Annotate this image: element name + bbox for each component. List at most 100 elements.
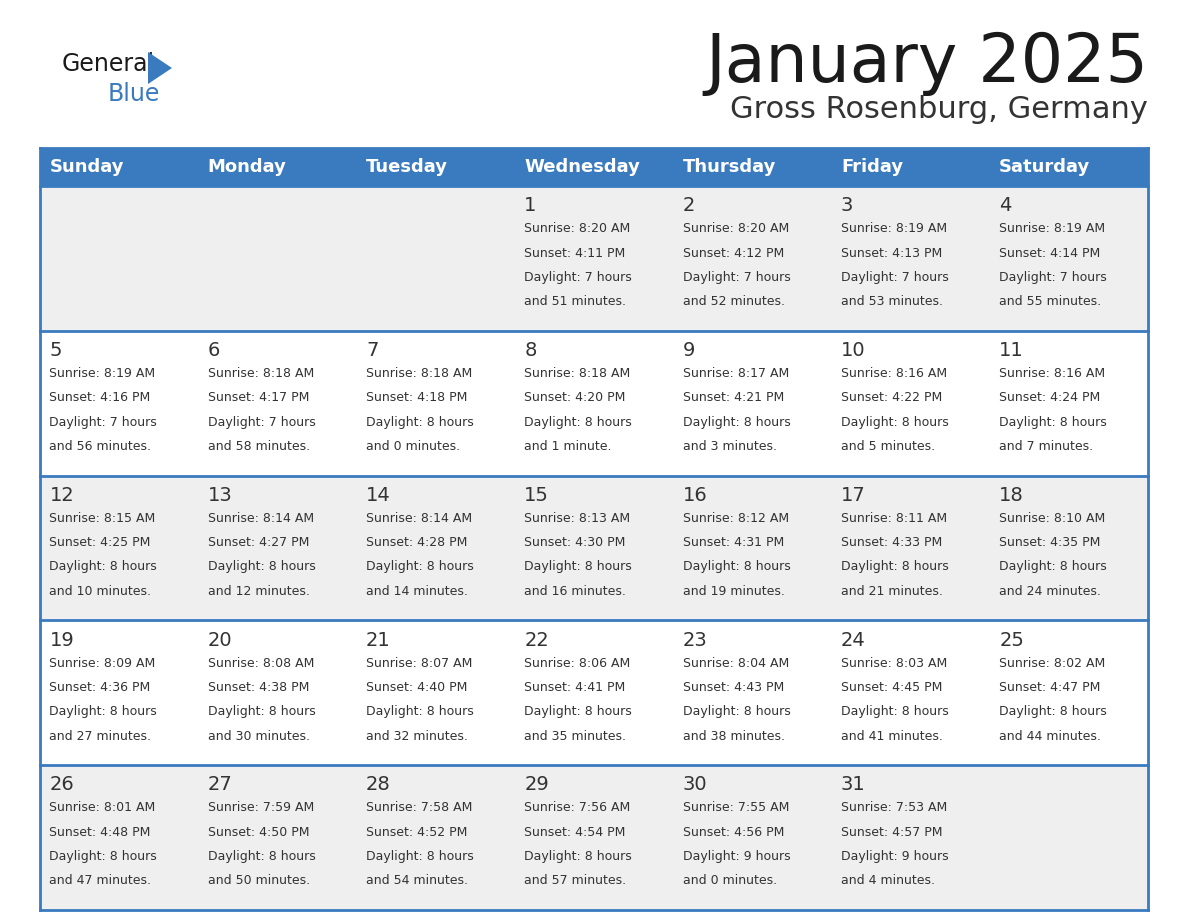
Text: and 16 minutes.: and 16 minutes. bbox=[524, 585, 626, 598]
Text: Sunset: 4:12 PM: Sunset: 4:12 PM bbox=[683, 247, 784, 260]
Text: Daylight: 8 hours: Daylight: 8 hours bbox=[841, 561, 949, 574]
Text: Sunrise: 8:13 AM: Sunrise: 8:13 AM bbox=[524, 512, 631, 525]
Text: Daylight: 8 hours: Daylight: 8 hours bbox=[683, 561, 790, 574]
Text: 6: 6 bbox=[208, 341, 220, 360]
Text: and 19 minutes.: and 19 minutes. bbox=[683, 585, 784, 598]
Text: 3: 3 bbox=[841, 196, 853, 215]
Text: 31: 31 bbox=[841, 776, 866, 794]
FancyBboxPatch shape bbox=[40, 148, 1148, 186]
Text: Sunrise: 8:04 AM: Sunrise: 8:04 AM bbox=[683, 656, 789, 669]
Text: and 24 minutes.: and 24 minutes. bbox=[999, 585, 1101, 598]
Text: Daylight: 8 hours: Daylight: 8 hours bbox=[841, 416, 949, 429]
Text: Sunrise: 8:14 AM: Sunrise: 8:14 AM bbox=[366, 512, 472, 525]
Text: Sunrise: 7:59 AM: Sunrise: 7:59 AM bbox=[208, 801, 314, 814]
Text: and 3 minutes.: and 3 minutes. bbox=[683, 440, 777, 453]
Text: 30: 30 bbox=[683, 776, 707, 794]
Text: Sunset: 4:30 PM: Sunset: 4:30 PM bbox=[524, 536, 626, 549]
Text: Gross Rosenburg, Germany: Gross Rosenburg, Germany bbox=[731, 95, 1148, 124]
Text: Sunrise: 8:19 AM: Sunrise: 8:19 AM bbox=[841, 222, 947, 235]
Text: Blue: Blue bbox=[108, 82, 160, 106]
Text: 17: 17 bbox=[841, 486, 866, 505]
Text: and 44 minutes.: and 44 minutes. bbox=[999, 730, 1101, 743]
Text: Sunrise: 8:16 AM: Sunrise: 8:16 AM bbox=[841, 367, 947, 380]
Text: 24: 24 bbox=[841, 631, 866, 650]
Text: Daylight: 8 hours: Daylight: 8 hours bbox=[524, 850, 632, 863]
Text: Sunset: 4:14 PM: Sunset: 4:14 PM bbox=[999, 247, 1100, 260]
Text: Sunrise: 8:18 AM: Sunrise: 8:18 AM bbox=[208, 367, 314, 380]
FancyBboxPatch shape bbox=[40, 476, 1148, 621]
Text: 22: 22 bbox=[524, 631, 549, 650]
Text: Sunrise: 8:20 AM: Sunrise: 8:20 AM bbox=[683, 222, 789, 235]
Text: and 35 minutes.: and 35 minutes. bbox=[524, 730, 626, 743]
Text: 9: 9 bbox=[683, 341, 695, 360]
Text: Sunrise: 8:07 AM: Sunrise: 8:07 AM bbox=[366, 656, 473, 669]
Text: 10: 10 bbox=[841, 341, 866, 360]
Text: 11: 11 bbox=[999, 341, 1024, 360]
Text: 29: 29 bbox=[524, 776, 549, 794]
Text: Daylight: 7 hours: Daylight: 7 hours bbox=[999, 271, 1107, 284]
Text: Sunset: 4:24 PM: Sunset: 4:24 PM bbox=[999, 391, 1100, 404]
Text: Daylight: 7 hours: Daylight: 7 hours bbox=[841, 271, 949, 284]
Text: and 12 minutes.: and 12 minutes. bbox=[208, 585, 310, 598]
Text: Sunrise: 8:02 AM: Sunrise: 8:02 AM bbox=[999, 656, 1106, 669]
Text: and 4 minutes.: and 4 minutes. bbox=[841, 874, 935, 888]
Text: Sunset: 4:35 PM: Sunset: 4:35 PM bbox=[999, 536, 1100, 549]
Text: and 47 minutes.: and 47 minutes. bbox=[50, 874, 152, 888]
Text: 18: 18 bbox=[999, 486, 1024, 505]
Text: Daylight: 8 hours: Daylight: 8 hours bbox=[208, 705, 316, 718]
Text: Sunset: 4:38 PM: Sunset: 4:38 PM bbox=[208, 681, 309, 694]
Text: 19: 19 bbox=[50, 631, 74, 650]
Text: 28: 28 bbox=[366, 776, 391, 794]
Text: Sunset: 4:13 PM: Sunset: 4:13 PM bbox=[841, 247, 942, 260]
Text: Sunrise: 8:17 AM: Sunrise: 8:17 AM bbox=[683, 367, 789, 380]
Text: Sunset: 4:50 PM: Sunset: 4:50 PM bbox=[208, 825, 309, 839]
Text: 14: 14 bbox=[366, 486, 391, 505]
Text: Wednesday: Wednesday bbox=[524, 158, 640, 176]
Polygon shape bbox=[148, 52, 172, 84]
Text: and 58 minutes.: and 58 minutes. bbox=[208, 440, 310, 453]
Text: 21: 21 bbox=[366, 631, 391, 650]
Text: Sunrise: 8:19 AM: Sunrise: 8:19 AM bbox=[999, 222, 1105, 235]
Text: Daylight: 7 hours: Daylight: 7 hours bbox=[524, 271, 632, 284]
Text: Tuesday: Tuesday bbox=[366, 158, 448, 176]
Text: Sunset: 4:18 PM: Sunset: 4:18 PM bbox=[366, 391, 467, 404]
Text: Daylight: 8 hours: Daylight: 8 hours bbox=[366, 850, 474, 863]
Text: and 30 minutes.: and 30 minutes. bbox=[208, 730, 310, 743]
Text: Sunday: Sunday bbox=[50, 158, 124, 176]
Text: and 0 minutes.: and 0 minutes. bbox=[683, 874, 777, 888]
Text: Sunset: 4:16 PM: Sunset: 4:16 PM bbox=[50, 391, 151, 404]
Text: Monday: Monday bbox=[208, 158, 286, 176]
Text: Sunset: 4:20 PM: Sunset: 4:20 PM bbox=[524, 391, 626, 404]
Text: and 14 minutes.: and 14 minutes. bbox=[366, 585, 468, 598]
Text: and 56 minutes.: and 56 minutes. bbox=[50, 440, 152, 453]
Text: Sunrise: 8:16 AM: Sunrise: 8:16 AM bbox=[999, 367, 1105, 380]
Text: Sunrise: 8:06 AM: Sunrise: 8:06 AM bbox=[524, 656, 631, 669]
Text: Sunrise: 8:11 AM: Sunrise: 8:11 AM bbox=[841, 512, 947, 525]
Text: 15: 15 bbox=[524, 486, 549, 505]
Text: Sunset: 4:22 PM: Sunset: 4:22 PM bbox=[841, 391, 942, 404]
Text: Sunrise: 8:12 AM: Sunrise: 8:12 AM bbox=[683, 512, 789, 525]
Text: 1: 1 bbox=[524, 196, 537, 215]
Text: Thursday: Thursday bbox=[683, 158, 776, 176]
Text: Sunrise: 7:53 AM: Sunrise: 7:53 AM bbox=[841, 801, 947, 814]
Text: Sunrise: 7:56 AM: Sunrise: 7:56 AM bbox=[524, 801, 631, 814]
Text: and 52 minutes.: and 52 minutes. bbox=[683, 296, 784, 308]
Text: Daylight: 8 hours: Daylight: 8 hours bbox=[683, 416, 790, 429]
Text: 12: 12 bbox=[50, 486, 74, 505]
Text: Sunset: 4:17 PM: Sunset: 4:17 PM bbox=[208, 391, 309, 404]
Text: Sunset: 4:45 PM: Sunset: 4:45 PM bbox=[841, 681, 942, 694]
Text: Sunset: 4:33 PM: Sunset: 4:33 PM bbox=[841, 536, 942, 549]
Text: Sunset: 4:56 PM: Sunset: 4:56 PM bbox=[683, 825, 784, 839]
Text: 26: 26 bbox=[50, 776, 74, 794]
Text: Sunrise: 8:01 AM: Sunrise: 8:01 AM bbox=[50, 801, 156, 814]
Text: Daylight: 8 hours: Daylight: 8 hours bbox=[999, 416, 1107, 429]
Text: Daylight: 8 hours: Daylight: 8 hours bbox=[524, 416, 632, 429]
Text: Daylight: 8 hours: Daylight: 8 hours bbox=[50, 705, 157, 718]
Text: 25: 25 bbox=[999, 631, 1024, 650]
Text: Daylight: 8 hours: Daylight: 8 hours bbox=[366, 561, 474, 574]
Text: and 51 minutes.: and 51 minutes. bbox=[524, 296, 626, 308]
Text: and 55 minutes.: and 55 minutes. bbox=[999, 296, 1101, 308]
Text: Sunset: 4:36 PM: Sunset: 4:36 PM bbox=[50, 681, 151, 694]
Text: Daylight: 7 hours: Daylight: 7 hours bbox=[683, 271, 790, 284]
Text: Sunset: 4:52 PM: Sunset: 4:52 PM bbox=[366, 825, 467, 839]
